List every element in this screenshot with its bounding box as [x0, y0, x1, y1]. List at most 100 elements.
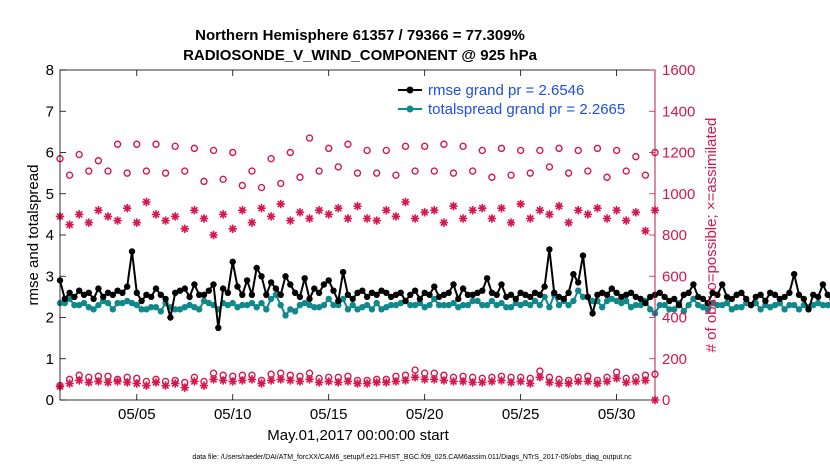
obs-possible-point — [545, 163, 554, 171]
totalspread-point — [325, 295, 332, 303]
obs-assimilated-point — [161, 381, 170, 390]
obs-possible-point — [334, 163, 343, 171]
obs-assimilated-point — [74, 210, 84, 219]
rmse-point — [90, 295, 97, 303]
totalspread-point — [373, 299, 380, 307]
obs-possible-point — [209, 146, 218, 155]
obs-assimilated-point — [401, 197, 410, 207]
totalspread-point — [699, 304, 707, 311]
obs-assimilated-point — [266, 376, 276, 385]
obs-assimilated-point — [631, 208, 641, 217]
y-right-tick-label: 1600 — [662, 62, 695, 79]
totalspread-point — [666, 306, 673, 313]
totalspread-point — [570, 297, 577, 305]
obs-assimilated-point — [449, 377, 458, 386]
rmse-point — [210, 281, 217, 288]
rmse-point — [488, 289, 496, 296]
totalspread-point — [80, 299, 88, 307]
obs-possible-point — [478, 146, 486, 155]
totalspread-point — [248, 299, 256, 307]
rmse-point — [791, 271, 798, 278]
obs-assimilated-point — [622, 216, 631, 225]
obs-assimilated-point — [305, 375, 314, 384]
totalspread-point — [315, 304, 323, 311]
obs-possible-point — [315, 167, 323, 175]
totalspread-point — [714, 301, 721, 309]
y-axis-left-label: rmse and totalspread — [25, 165, 42, 306]
obs-assimilated-point — [410, 373, 420, 382]
obs-assimilated-point — [430, 206, 439, 215]
obs-assimilated-point — [420, 208, 429, 217]
totalspread-point — [363, 301, 371, 309]
rmse-point — [522, 291, 529, 298]
obs-possible-point — [238, 181, 247, 190]
obs-assimilated-point — [564, 379, 573, 388]
obs-assimilated-point — [401, 376, 410, 385]
totalspread-point — [320, 301, 328, 309]
obs-assimilated-point — [142, 381, 151, 390]
totalspread-point — [479, 301, 486, 309]
totalspread-point — [608, 295, 615, 303]
totalspread-point — [66, 295, 73, 303]
obs-assimilated-point — [564, 218, 573, 227]
totalspread-point — [267, 295, 275, 303]
totalspread-point — [397, 299, 404, 307]
obs-possible-point — [449, 169, 458, 177]
rmse-point — [143, 291, 150, 298]
y-right-tick-label: 200 — [662, 351, 687, 368]
obs-assimilated-point — [257, 203, 266, 213]
rmse-point — [445, 289, 452, 296]
totalspread-point — [474, 297, 481, 305]
obs-possible-point — [584, 167, 592, 175]
obs-assimilated-point — [439, 376, 449, 385]
obs-possible-point — [622, 167, 630, 175]
obs-assimilated-point — [295, 377, 305, 386]
rmse-point — [642, 299, 649, 307]
totalspread-point — [637, 301, 644, 309]
obs-assimilated-point — [295, 208, 305, 217]
rmse-point — [378, 287, 385, 294]
obs-assimilated-point — [84, 218, 93, 227]
rmse-point — [805, 306, 812, 313]
rmse-point — [291, 289, 299, 296]
obs-assimilated-point — [218, 376, 228, 385]
totalspread-point — [613, 297, 620, 305]
obs-possible-point — [593, 144, 602, 153]
rmse-point — [786, 289, 793, 296]
obs-possible-point — [411, 366, 419, 374]
obs-assimilated-point — [497, 203, 506, 213]
obs-assimilated-point — [593, 203, 602, 213]
y-axis-right: 0 200 400 600 800 1000 1200 1400 1600 — [649, 62, 695, 409]
obs-possible-point — [200, 177, 208, 186]
obs-assimilated-point — [190, 206, 199, 215]
obs-assimilated-point — [554, 201, 564, 211]
obs-assimilated-point — [103, 378, 113, 387]
obs-possible-point — [104, 167, 112, 175]
totalspread-point — [618, 299, 625, 307]
rmse-point — [603, 291, 611, 298]
totalspread-point — [306, 301, 313, 309]
totalspread-point — [191, 304, 198, 311]
obs-possible-point — [113, 140, 122, 148]
rmse-point — [795, 291, 803, 298]
obs-layer — [55, 134, 660, 405]
y-left-tick-label: 2 — [46, 310, 54, 327]
obs-possible-point — [325, 144, 333, 153]
obs-assimilated-point — [574, 206, 583, 215]
rmse-point — [239, 291, 246, 298]
rmse-point — [695, 293, 702, 301]
rmse-point — [263, 291, 270, 298]
obs-possible-point — [401, 142, 410, 151]
totalspread-point — [507, 304, 515, 311]
rmse-point — [771, 291, 779, 298]
obs-possible-point — [641, 171, 650, 179]
obs-assimilated-point — [362, 379, 372, 388]
obs-assimilated-point — [209, 230, 218, 240]
plot-frame — [59, 69, 656, 401]
obs-assimilated-point — [526, 379, 535, 388]
totalspread-point — [243, 301, 251, 309]
rmse-point — [474, 289, 481, 296]
totalspread-point — [795, 306, 803, 313]
obs-assimilated-point — [353, 379, 362, 388]
totalspread-point — [810, 301, 817, 309]
